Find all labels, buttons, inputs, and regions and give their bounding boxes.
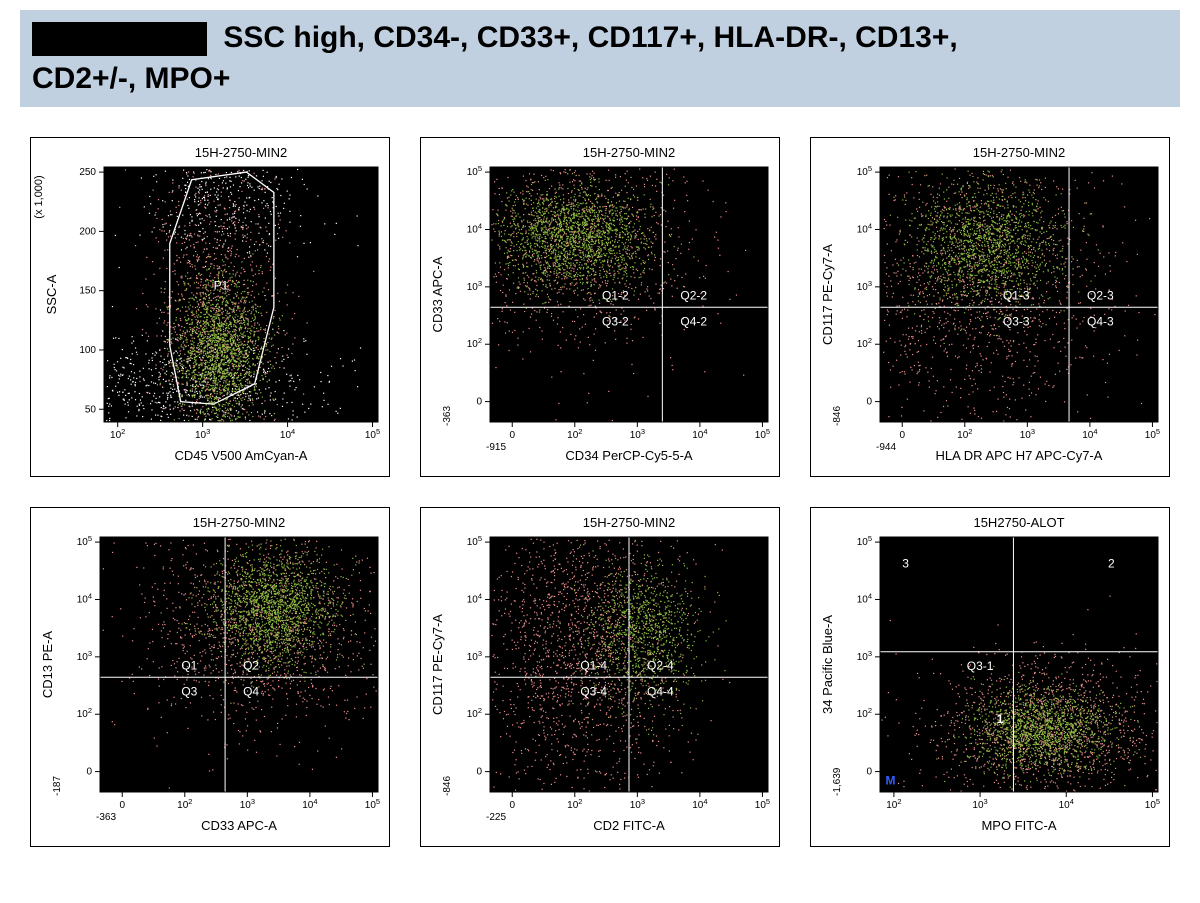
slide: SSC high, CD34-, CD33+, CD117+, HLA-DR-,… bbox=[0, 0, 1200, 903]
header-text-2: CD2+/-, MPO+ bbox=[32, 62, 230, 95]
redaction-block bbox=[32, 22, 207, 56]
svg-text:15H-2750-MIN2: 15H-2750-MIN2 bbox=[195, 145, 288, 160]
svg-text:250: 250 bbox=[79, 167, 96, 178]
header-box: SSC high, CD34-, CD33+, CD117+, HLA-DR-,… bbox=[20, 10, 1180, 107]
svg-text:100: 100 bbox=[79, 345, 96, 356]
svg-text:CD45 V500 AmCyan-A: CD45 V500 AmCyan-A bbox=[175, 448, 308, 463]
header-line-2: CD2+/-, MPO+ bbox=[32, 59, 1168, 100]
plot-panel-4: 15H-2750-MIN2Q1Q2Q3Q40102103104105-363CD… bbox=[30, 507, 390, 847]
svg-text:15H-2750-MIN2: 15H-2750-MIN2 bbox=[583, 145, 676, 160]
plot-panel-3: 15H-2750-MIN2Q1-3Q2-3Q3-3Q4-301021031041… bbox=[810, 137, 1170, 477]
plot-panel-1: 15H-2750-MIN2P1102103104105CD45 V500 AmC… bbox=[30, 137, 390, 477]
svg-text:(x 1,000): (x 1,000) bbox=[33, 175, 45, 218]
plot-panel-5: 15H-2750-MIN2Q1-4Q2-4Q3-4Q4-401021031041… bbox=[420, 507, 780, 847]
plot-panel-2: 15H-2750-MIN2Q1-2Q2-2Q3-2Q4-201021031041… bbox=[420, 137, 780, 477]
svg-text:50: 50 bbox=[85, 404, 97, 415]
svg-text:200: 200 bbox=[79, 226, 96, 237]
plots-grid: 15H-2750-MIN2P1102103104105CD45 V500 AmC… bbox=[20, 137, 1180, 847]
plot-panel-6: 15H2750-ALOT32Q3-11M102103104105MPO FITC… bbox=[810, 507, 1170, 847]
header-line-1: SSC high, CD34-, CD33+, CD117+, HLA-DR-,… bbox=[32, 18, 1168, 59]
svg-text:SSC-A: SSC-A bbox=[44, 274, 59, 314]
svg-text:P1: P1 bbox=[214, 278, 229, 292]
svg-text:150: 150 bbox=[79, 286, 96, 297]
header-text-1: SSC high, CD34-, CD33+, CD117+, HLA-DR-,… bbox=[223, 21, 957, 54]
